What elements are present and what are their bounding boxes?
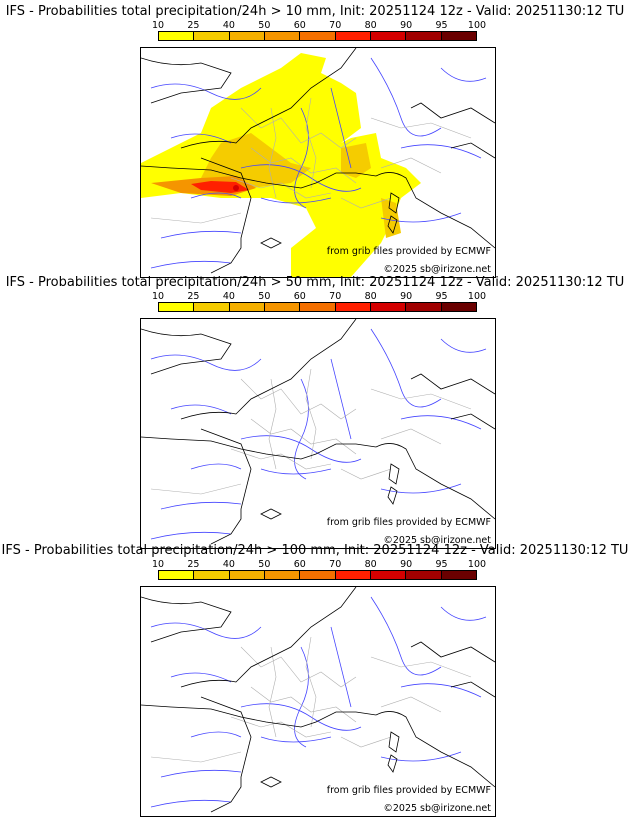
source-credit: from grib files provided by ECMWF <box>326 246 491 257</box>
colorbar-tick-label: 60 <box>293 20 306 31</box>
colorbar-ticks: 10 25 40 50 60 70 80 90 95 100 <box>152 291 486 302</box>
colorbar-tick-label: 95 <box>435 559 448 570</box>
precipitation-map: from grib files provided by ECMWF ©2025 … <box>140 47 496 278</box>
colorbar-segment <box>264 571 301 579</box>
colorbar-tick-label: 100 <box>467 291 487 302</box>
colorbar-segment <box>370 32 407 40</box>
colorbar-tick-label: 60 <box>293 559 306 570</box>
colorbar-tick-label: 95 <box>435 291 448 302</box>
panel-title: IFS - Probabilities total precipitation/… <box>5 4 625 19</box>
colorbar-tick-label: 50 <box>258 559 271 570</box>
precipitation-map: from grib files provided by ECMWF ©2025 … <box>140 318 496 549</box>
colorbar-tick-label: 95 <box>435 20 448 31</box>
colorbar-segment <box>229 303 265 311</box>
forecast-panel-10mm: IFS - Probabilities total precipitation/… <box>0 0 630 278</box>
colorbar <box>158 31 477 41</box>
panel-title: IFS - Probabilities total precipitation/… <box>5 275 625 290</box>
colorbar-segment <box>264 32 301 40</box>
colorbar-tick-label: 10 <box>151 20 165 31</box>
colorbar-segment <box>159 303 195 311</box>
colorbar-segment <box>194 571 230 579</box>
colorbar-segment <box>406 303 442 311</box>
colorbar-segment <box>370 571 407 579</box>
colorbar-tick-label: 100 <box>467 20 487 31</box>
colorbar-ticks: 10 25 40 50 60 70 80 90 95 100 <box>152 20 486 31</box>
colorbar-tick-label: 100 <box>467 559 487 570</box>
colorbar-segment <box>159 571 195 579</box>
source-credit: from grib files provided by ECMWF <box>326 517 491 528</box>
colorbar-tick-label: 25 <box>187 559 200 570</box>
colorbar-segment <box>335 303 371 311</box>
colorbar-segment <box>335 32 371 40</box>
colorbar-tick-label: 40 <box>222 559 235 570</box>
colorbar-tick-label: 10 <box>151 291 165 302</box>
colorbar-segment <box>441 303 476 311</box>
colorbar-tick-label: 80 <box>364 20 377 31</box>
colorbar-segment <box>335 571 371 579</box>
colorbar-tick-label: 40 <box>222 20 235 31</box>
colorbar-segment <box>300 32 336 40</box>
colorbar-tick-label: 40 <box>222 291 235 302</box>
colorbar-segment <box>406 32 442 40</box>
precip-areas <box>141 53 421 277</box>
colorbar-tick-label: 90 <box>400 20 413 31</box>
source-credit: from grib files provided by ECMWF <box>326 785 491 796</box>
colorbar-tick-label: 25 <box>187 20 200 31</box>
colorbar-tick-label: 70 <box>329 291 342 302</box>
colorbar-tick-label: 80 <box>364 291 377 302</box>
colorbar-tick-label: 70 <box>329 20 342 31</box>
forecast-panel-100mm: IFS - Probabilities total precipitation/… <box>0 539 630 817</box>
colorbar-tick-label: 90 <box>400 291 413 302</box>
colorbar-ticks: 10 25 40 50 60 70 80 90 95 100 <box>152 559 486 570</box>
copyright-credit: ©2025 sb@irizone.net <box>383 535 491 546</box>
colorbar-segment <box>300 571 336 579</box>
colorbar-segment <box>229 571 265 579</box>
colorbar-segment <box>159 32 195 40</box>
colorbar-tick-label: 10 <box>151 559 165 570</box>
colorbar-tick-label: 90 <box>400 559 413 570</box>
colorbar-tick-label: 50 <box>258 20 271 31</box>
colorbar-tick-label: 50 <box>258 291 271 302</box>
copyright-credit: ©2025 sb@irizone.net <box>383 803 491 814</box>
colorbar-segment <box>194 32 230 40</box>
colorbar <box>158 570 477 580</box>
colorbar-segment <box>264 303 301 311</box>
colorbar-segment <box>300 303 336 311</box>
copyright-credit: ©2025 sb@irizone.net <box>383 264 491 275</box>
colorbar-segment <box>370 303 407 311</box>
colorbar-tick-label: 25 <box>187 291 200 302</box>
forecast-panel-50mm: IFS - Probabilities total precipitation/… <box>0 271 630 549</box>
colorbar-tick-label: 70 <box>329 559 342 570</box>
panel-title: IFS - Probabilities total precipitation/… <box>1 543 629 558</box>
colorbar-segment <box>406 571 442 579</box>
colorbar-segment <box>194 303 230 311</box>
colorbar-segment <box>441 571 476 579</box>
colorbar-tick-label: 80 <box>364 559 377 570</box>
precipitation-map: from grib files provided by ECMWF ©2025 … <box>140 586 496 817</box>
colorbar <box>158 302 477 312</box>
colorbar-segment <box>229 32 265 40</box>
colorbar-tick-label: 60 <box>293 291 306 302</box>
colorbar-segment <box>441 32 476 40</box>
